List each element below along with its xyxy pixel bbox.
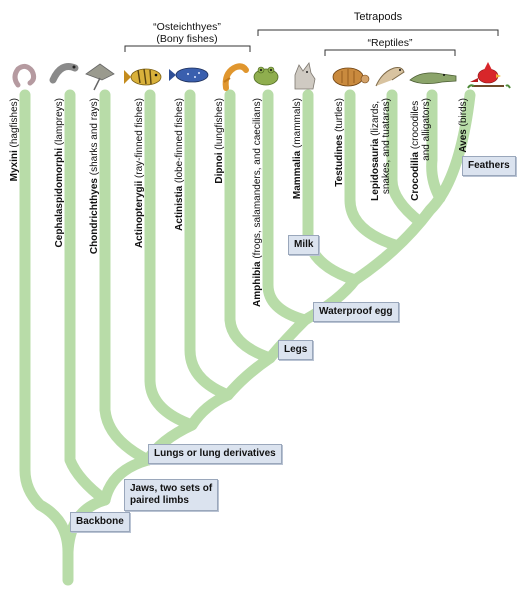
- taxon-line2: snakes, and tuataras): [381, 98, 392, 194]
- taxon-rest: (lungfishes): [214, 98, 225, 152]
- taxon-bold: Actinistia: [174, 185, 185, 230]
- reptiles-bracket: [324, 49, 456, 56]
- trait-legs-text: Legs: [284, 344, 308, 355]
- crocodile-icon: [409, 72, 457, 84]
- reptiles-label: “Reptiles”: [368, 37, 413, 49]
- taxon-bold: Dipnoi: [214, 152, 225, 183]
- hagfish-icon: [12, 63, 37, 88]
- taxon-rest: (lizards,: [370, 101, 381, 139]
- turtle-icon: [332, 67, 370, 87]
- taxon-label-chondrichthyes: Chondrichthyes (sharks and rays): [89, 98, 100, 254]
- trait-milk: Milk: [288, 235, 320, 255]
- taxon-label-actinistia: Actinistia (lobe-finned fishes): [174, 98, 185, 231]
- trait-legs: Legs: [278, 340, 314, 360]
- lizard-icon: [375, 67, 405, 87]
- taxon-bold: Myxini: [9, 150, 20, 181]
- taxon-rest: (sharks and rays): [89, 98, 100, 178]
- taxon-label-cephalaspidomorphi: Cephalaspidomorphi (lampreys): [54, 98, 65, 247]
- taxon-bold: Cephalaspidomorphi: [54, 148, 65, 248]
- taxon-label-dipnoi: Dipnoi (lungfishes): [214, 98, 225, 184]
- taxon-label-testudines: Testudines (turtles): [334, 98, 345, 187]
- trait-backbone: Backbone: [70, 512, 130, 532]
- cardinal-bird-icon: [467, 62, 511, 89]
- taxon-label-mammalia: Mammalia (mammals): [292, 98, 303, 199]
- taxon-rest: (turtles): [334, 98, 345, 135]
- trait-milk-text: Milk: [294, 239, 314, 250]
- taxon-label-amphibia: Amphibia (frogs, salamanders, and caecil…: [252, 98, 263, 307]
- trait-feathers-text: Feathers: [468, 160, 510, 171]
- lamprey-icon: [49, 63, 79, 84]
- trait-jaws: Jaws, two sets of paired limbs: [124, 479, 219, 511]
- taxon-line2: and alligators): [421, 98, 432, 161]
- taxon-bold: Actinopterygii: [134, 181, 145, 248]
- trait-jaws-line2: paired limbs: [130, 495, 189, 506]
- trait-feathers: Feathers: [462, 156, 516, 176]
- taxon-bold: Testudines: [334, 134, 345, 186]
- taxon-rest: (ray-finned fishes): [134, 98, 145, 181]
- trait-backbone-text: Backbone: [76, 516, 124, 527]
- trait-jaws-line1: Jaws, two sets of: [130, 483, 213, 494]
- taxon-rest: (hagfishes): [9, 98, 20, 150]
- group-brackets: [124, 29, 499, 56]
- osteichthyes-bracket: [124, 45, 251, 52]
- taxon-bold: Aves: [458, 129, 469, 153]
- tetrapods-label: Tetrapods: [354, 11, 403, 23]
- taxon-label-crocodilia: Crocodilia (crocodiles and alligators): [410, 98, 432, 201]
- taxon-rest: (lampreys): [54, 98, 65, 148]
- taxon-rest: (birds): [458, 98, 469, 129]
- coelacanth-icon: [169, 67, 209, 83]
- branch-lepidosauria: [386, 89, 426, 228]
- branch-reptiles: [349, 89, 476, 286]
- perch-icon: [124, 68, 162, 86]
- taxon-bold: Lepidosauria: [370, 138, 381, 201]
- taxon-bold: Amphibia: [252, 261, 263, 307]
- taxon-label-myxini: Myxini (hagfishes): [9, 98, 20, 181]
- taxon-label-lepidosauria: Lepidosauria (lizards, snakes, and tuata…: [370, 98, 392, 201]
- trait-lungs: Lungs or lung derivatives: [148, 444, 282, 464]
- trait-lungs-text: Lungs or lung derivatives: [154, 448, 276, 459]
- ray-icon: [85, 63, 115, 91]
- trait-waterproof-egg: Waterproof egg: [313, 302, 399, 322]
- frog-icon: [253, 66, 279, 86]
- taxon-rest: (crocodiles: [410, 101, 421, 152]
- trait-waterproof-egg-text: Waterproof egg: [319, 306, 393, 317]
- branch-testudines: [344, 89, 401, 251]
- osteichthyes-label: “Osteichthyes”: [153, 21, 221, 33]
- branch-archosaur: [426, 89, 446, 204]
- wolf-icon: [294, 62, 316, 90]
- taxon-rest: (frogs, salamanders, and caecilians): [252, 98, 263, 261]
- taxon-label-actinopterygii: Actinopterygii (ray-finned fishes): [134, 98, 145, 248]
- taxon-rest: (lobe-finned fishes): [174, 98, 185, 186]
- bony-fishes-label: (Bony fishes): [156, 33, 217, 45]
- lungfish-icon: [222, 63, 249, 91]
- taxon-rest: (mammals): [292, 98, 303, 151]
- taxon-bold: Crocodilia: [410, 151, 421, 200]
- taxon-bold: Mammalia: [292, 150, 303, 199]
- taxon-bold: Chondrichthyes: [89, 178, 100, 255]
- tetrapods-bracket: [257, 29, 499, 36]
- taxon-label-aves: Aves (birds): [458, 98, 469, 153]
